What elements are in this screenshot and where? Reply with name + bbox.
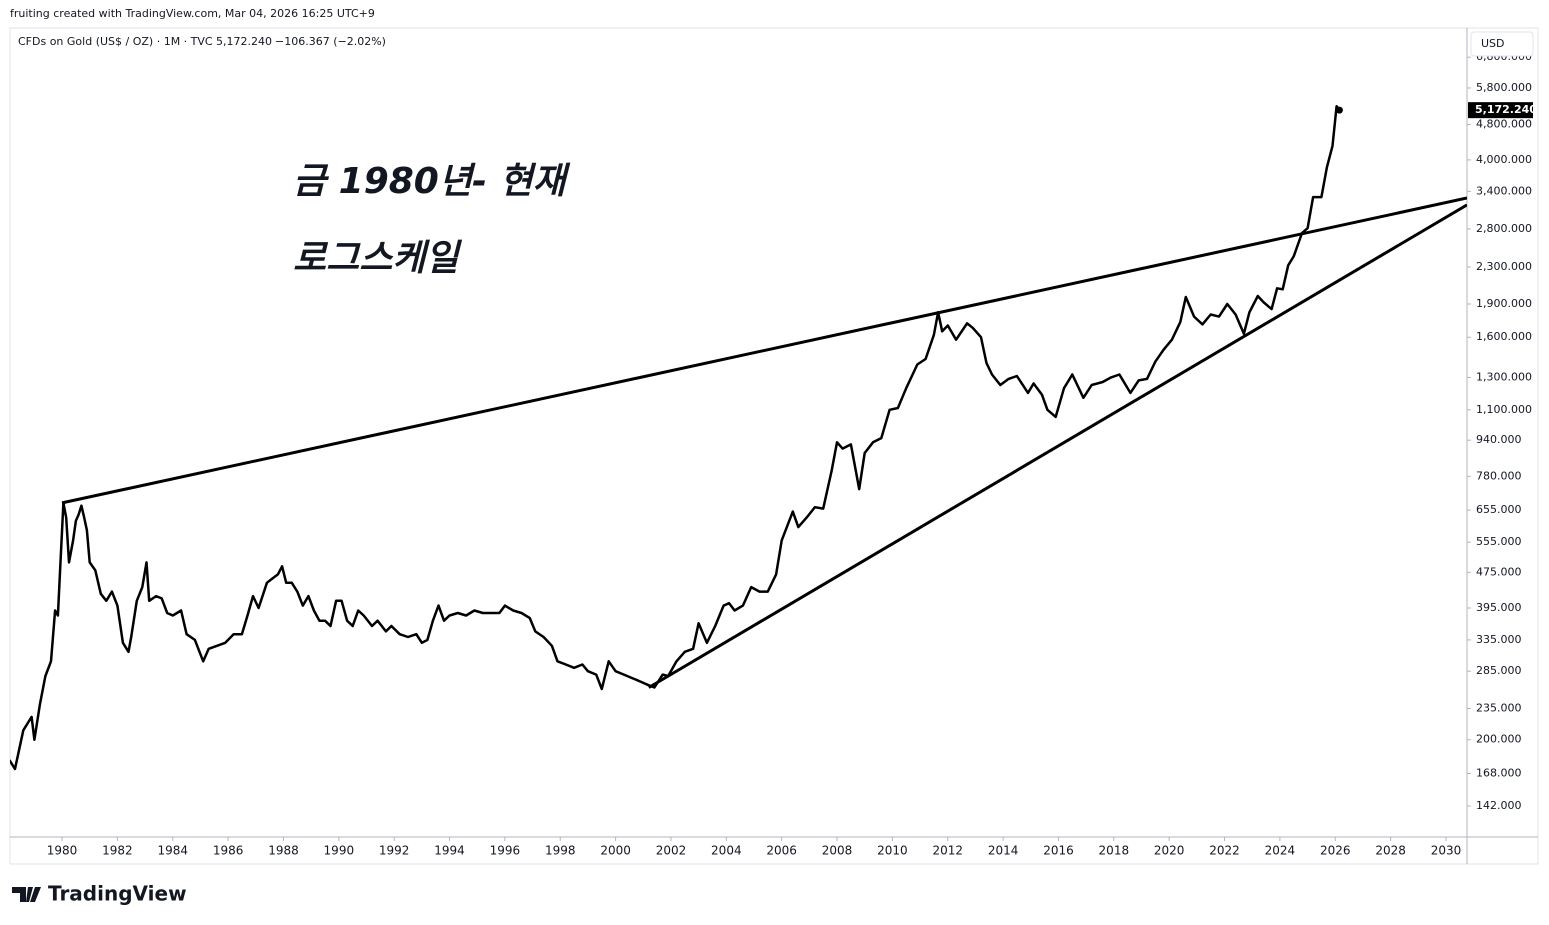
x-tick-label: 1992 [379,844,410,858]
y-tick-label: 1,600.000 [1476,330,1532,343]
chart-frame [9,27,1539,865]
currency: USD [1481,37,1505,50]
y-tick-label: 5,800.000 [1476,81,1532,94]
x-tick-label: 1980 [47,844,78,858]
legend-price: 5,172.240 [216,35,272,48]
x-tick-label: 2006 [766,844,797,858]
tradingview-logo [12,887,41,902]
x-tick-label: 2026 [1320,844,1351,858]
legend-symbol: CFDs on Gold (US$ / OZ) · 1M · TVC [18,35,213,48]
y-tick-label: 285.000 [1476,664,1522,677]
x-tick-label: 1996 [490,844,521,858]
x-tick-label: 2014 [988,844,1019,858]
last-point [1335,106,1343,114]
y-tick-label: 475.000 [1476,565,1522,578]
y-tick-label: 335.000 [1476,633,1522,646]
x-tick-label: 2020 [1154,844,1185,858]
y-tick-label: 3,400.000 [1476,184,1532,197]
y-tick-label: 168.000 [1476,766,1522,779]
trendline [61,196,1467,505]
y-tick-label: 1,900.000 [1476,297,1532,310]
y-tick-label: 780.000 [1476,469,1522,482]
x-tick-label: 1998 [545,844,576,858]
y-tick-label: 395.000 [1476,601,1522,614]
x-tick-label: 2000 [600,844,631,858]
x-tick-label: 1982 [102,844,133,858]
y-tick-label: 2,300.000 [1476,260,1532,273]
y-tick-label: 655.000 [1476,503,1522,516]
last-value-box [1468,102,1533,119]
last-value-label: 5,172.240 [1475,103,1537,116]
price-line [10,104,1341,771]
y-tick-label: 235.000 [1476,702,1522,715]
x-tick-label: 2030 [1431,844,1462,858]
x-tick-label: 1986 [213,844,244,858]
y-tick-label: 2,800.000 [1476,222,1532,235]
trendline [648,203,1467,689]
x-tick-label: 2002 [656,844,687,858]
x-tick-label: 2016 [1043,844,1074,858]
currency-box[interactable] [1470,31,1534,57]
legend-change: −106.367 (−2.02%) [275,35,386,48]
x-tick-label: 2008 [822,844,853,858]
x-tick-label: 2018 [1099,844,1130,858]
x-tick-label: 1984 [157,844,188,858]
x-tick-label: 1990 [324,844,355,858]
brand: TradingView [48,882,187,906]
y-tick-label: 555.000 [1476,535,1522,548]
annotation: 금 1980년- 현재 [293,161,571,202]
x-tick-label: 1988 [268,844,299,858]
x-tick-label: 2028 [1375,844,1406,858]
x-tick-label: 2024 [1265,844,1296,858]
y-tick-label: 142.000 [1476,799,1522,812]
header: fruiting created with TradingView.com, M… [10,7,375,20]
y-tick-label: 4,000.000 [1476,153,1532,166]
y-tick-label: 1,300.000 [1476,370,1532,383]
y-tick-label: 200.000 [1476,733,1522,746]
x-tick-label: 1994 [434,844,465,858]
y-tick-label: 940.000 [1476,433,1522,446]
x-tick-label: 2010 [877,844,908,858]
x-tick-label: 2004 [711,844,742,858]
x-tick-label: 2022 [1209,844,1240,858]
x-tick-label: 2012 [932,844,963,858]
y-tick-label: 1,100.000 [1476,403,1532,416]
y-tick-label: 4,800.000 [1476,118,1532,131]
annotation: 로그스케일 [293,238,462,279]
